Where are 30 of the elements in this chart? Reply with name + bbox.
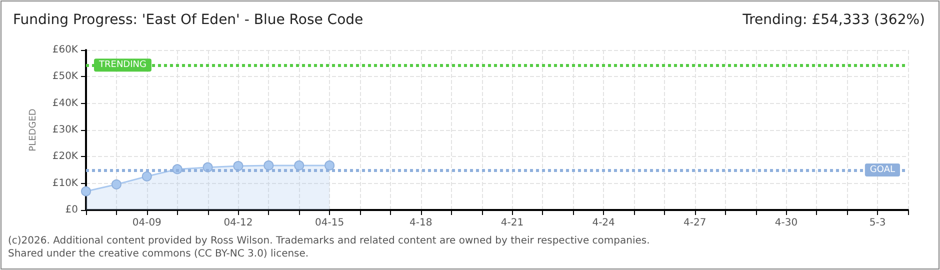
point xyxy=(264,160,274,170)
x-tick-label: 4-18 xyxy=(410,218,432,228)
chart-title: Funding Progress: 'East Of Eden' - Blue Rose Code xyxy=(13,12,364,28)
x-tick-label: 4-27 xyxy=(684,218,706,228)
x-tick-label: 5-3 xyxy=(869,218,886,228)
text: (c)2026. Additional content provided by Ross Wilson. Trademarks and related content are owned by their respective companies. xyxy=(8,236,650,246)
x-tick-label: 04-09 xyxy=(132,218,162,228)
ref-line-label: TRENDING xyxy=(98,60,146,70)
y-tick-label: £30K xyxy=(52,124,78,136)
x-tick-label: 4-24 xyxy=(592,218,615,228)
y-axis-title: PLEDGED xyxy=(28,108,38,152)
y-tick-label: £60K xyxy=(52,44,78,56)
y-tick-label: £50K xyxy=(52,71,78,82)
point xyxy=(294,160,304,170)
x-tick-label: 04-12 xyxy=(224,218,253,228)
x-tick-label: 4-21 xyxy=(500,218,524,228)
y-tick-label: £10K xyxy=(52,178,78,189)
point xyxy=(233,161,244,171)
x-tick-label: 04-15 xyxy=(315,218,344,228)
ref-line-label: GOAL xyxy=(870,165,895,175)
point xyxy=(111,179,122,190)
point xyxy=(324,160,335,170)
chart-subtitle: Trending: £54,333 (362%) xyxy=(742,12,926,28)
y-tick-label: £20K xyxy=(52,151,78,162)
x-tick-label: 4-30 xyxy=(774,218,798,228)
point xyxy=(142,171,152,182)
text: Shared under the creative commons (CC BY-NC 3.0) license. xyxy=(8,248,309,260)
point xyxy=(81,186,91,196)
y-tick-label: £40K xyxy=(52,98,78,109)
y-tick-label: £0 xyxy=(65,204,78,216)
